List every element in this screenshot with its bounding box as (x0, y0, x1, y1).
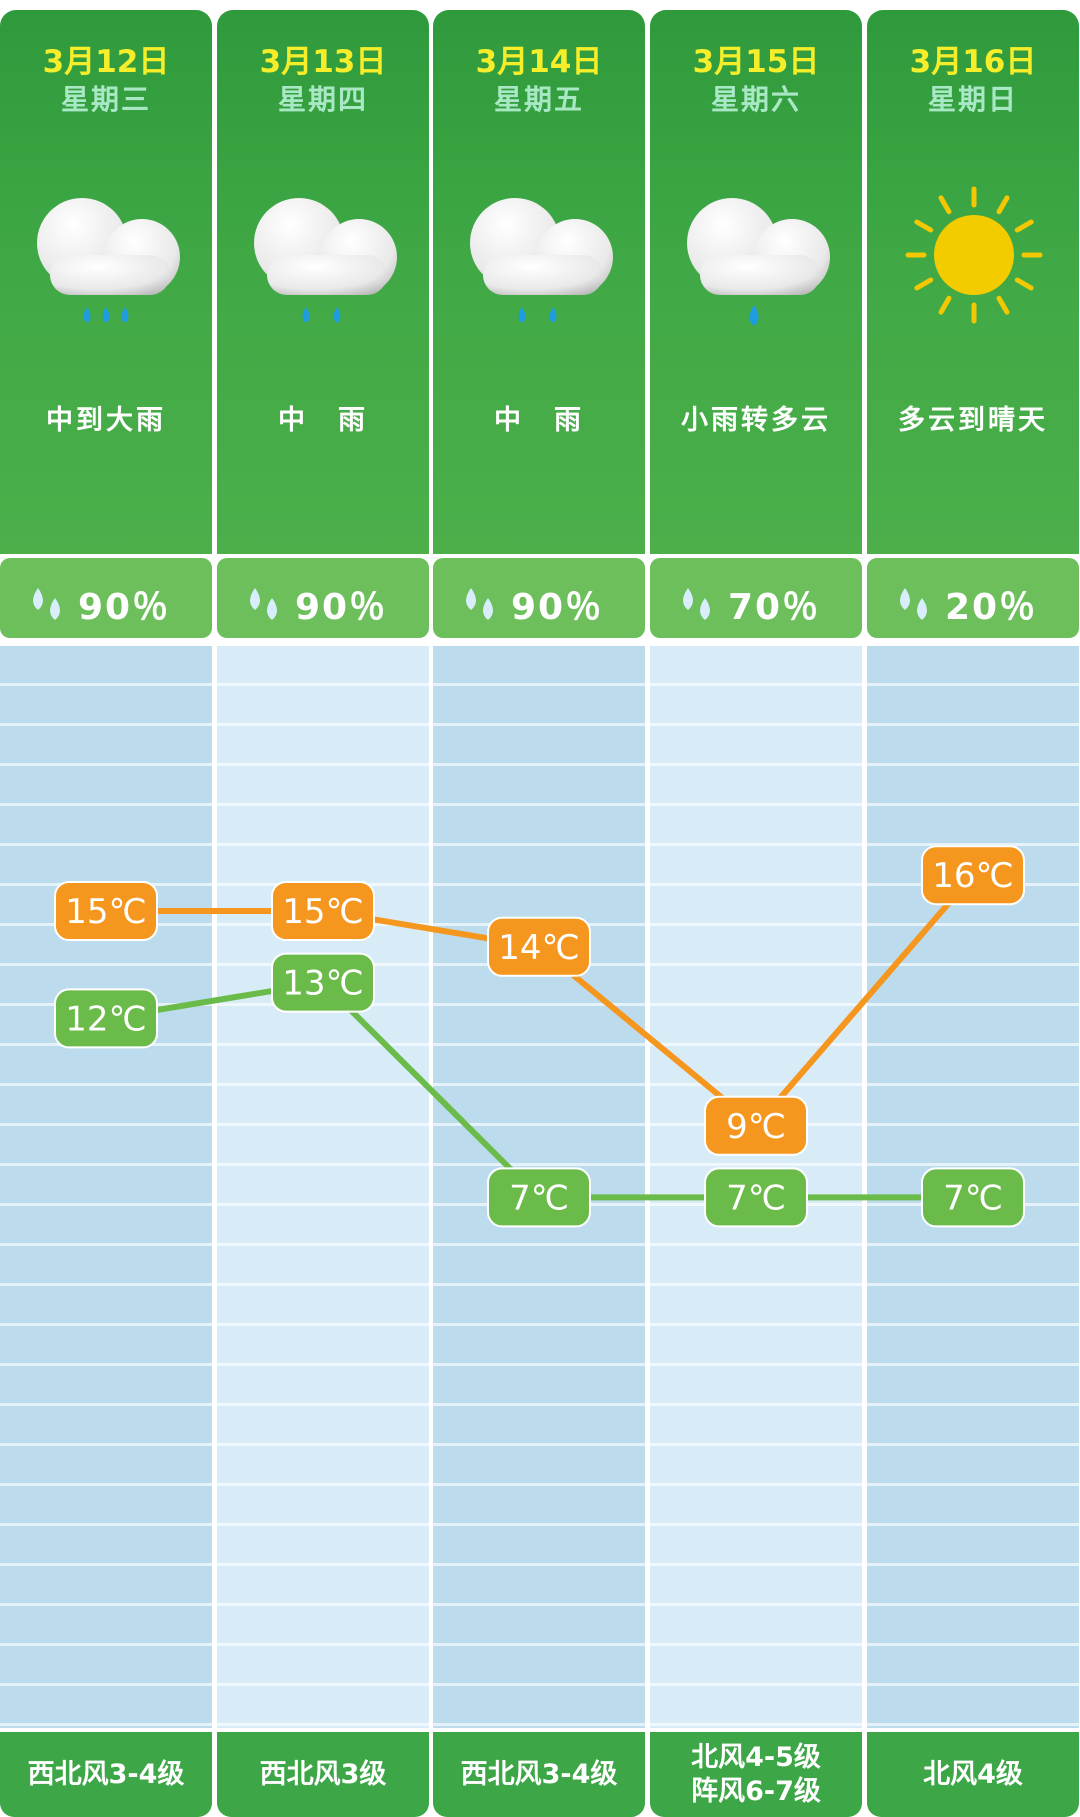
cloud-rain-icon (465, 185, 615, 325)
series-line-0 (106, 873, 976, 1129)
temperature-marker (54, 988, 158, 1049)
temperature-label: 15℃ (271, 881, 375, 941)
temperature-value: 7℃ (726, 1178, 786, 1218)
temperature-marker (704, 1167, 808, 1228)
temperature-label: 16℃ (921, 845, 1025, 906)
raindrops-icon (900, 588, 927, 620)
day-header: 3月15日 星期六 小雨转多云 (650, 10, 862, 554)
precipitation-box: 90％ (217, 558, 429, 638)
precipitation-value: 90％ (295, 587, 388, 628)
wind-text: 北风4-5级 阵风6-7级 (650, 1732, 862, 1817)
chart-column-background (0, 646, 212, 1728)
temperature-value: 9℃ (726, 1107, 786, 1147)
temperature-value: 13℃ (282, 964, 363, 1004)
temperature-label: 13℃ (271, 952, 375, 1013)
temperature-value: 16℃ (932, 856, 1013, 896)
weather-description: 小雨转多云 (681, 405, 831, 436)
temperature-label: 7℃ (487, 1167, 591, 1228)
day-header: 3月16日 星期日 多云到晴天 (867, 10, 1079, 554)
raindrops-icon (250, 588, 277, 620)
day-date: 3月12日 (42, 44, 170, 80)
wind-line: 北风4-5级 (691, 1741, 821, 1773)
day-date: 3月15日 (692, 44, 820, 80)
temperature-label: 7℃ (921, 1167, 1025, 1228)
day-header: 3月14日 星期五 中 雨 (433, 10, 645, 554)
precipitation-value: 90％ (511, 587, 604, 628)
temperature-value: 15℃ (65, 892, 146, 932)
cloud-light-rain-icon (682, 185, 832, 326)
precipitation-value: 20％ (945, 587, 1038, 628)
temperature-label: 9℃ (704, 1095, 808, 1156)
temperature-value: 12℃ (65, 999, 146, 1039)
cloud-rain-icon (249, 185, 399, 325)
wind-line: 西北风3-4级 (27, 1758, 185, 1790)
temperature-marker (54, 881, 158, 941)
raindrops-icon (466, 588, 493, 620)
temperature-marker (487, 916, 591, 977)
temperature-value: 14℃ (498, 928, 579, 968)
temperature-value: 15℃ (282, 892, 363, 932)
raindrops-icon (683, 588, 710, 620)
day-header: 3月12日 星期三 中到大雨 (0, 10, 212, 554)
temperature-marker (921, 1167, 1025, 1228)
day-date: 3月13日 (259, 44, 387, 80)
raindrops-icon (33, 588, 60, 620)
precipitation-value: 90％ (78, 587, 171, 628)
weather-description: 中 雨 (278, 405, 368, 436)
temperature-marker (271, 881, 375, 941)
wind-text: 西北风3-4级 (433, 1732, 645, 1817)
day-date: 3月14日 (475, 44, 603, 80)
day-weekday: 星期日 (927, 83, 1018, 116)
temperature-value: 7℃ (943, 1178, 1003, 1218)
wind-box: 北风4-5级 阵风6-7级 (650, 1732, 862, 1817)
day-weekday: 星期五 (493, 83, 584, 116)
wind-box: 西北风3-4级 (433, 1732, 645, 1817)
wind-text: 西北风3-4级 (0, 1732, 212, 1817)
day-weekday: 星期四 (277, 83, 368, 116)
wind-box: 西北风3-4级 (0, 1732, 212, 1817)
precipitation-value: 70％ (728, 587, 821, 628)
weather-description: 中 雨 (494, 405, 584, 436)
wind-text: 西北风3级 (217, 1732, 429, 1817)
wind-line: 西北风3-4级 (460, 1758, 618, 1790)
precipitation-box: 20％ (867, 558, 1079, 638)
precipitation-box: 90％ (0, 558, 212, 638)
chart-column-background (217, 646, 429, 1728)
temperature-label: 15℃ (54, 881, 158, 941)
temperature-label: 12℃ (54, 988, 158, 1049)
temperature-label: 7℃ (704, 1167, 808, 1228)
weather-description: 中到大雨 (46, 405, 166, 436)
wind-line: 阵风6-7级 (691, 1775, 821, 1807)
wind-line: 北风4级 (923, 1758, 1023, 1790)
wind-box: 西北风3级 (217, 1732, 429, 1817)
precipitation-box: 90％ (433, 558, 645, 638)
day-weekday: 星期六 (710, 83, 801, 116)
sun-icon (899, 185, 1049, 325)
wind-line: 西北风3级 (259, 1758, 387, 1790)
series-line-1 (105, 979, 973, 1201)
temperature-marker (487, 1167, 591, 1228)
temperature-value: 7℃ (509, 1178, 569, 1218)
precipitation-box: 70％ (650, 558, 862, 638)
wind-text: 北风4级 (867, 1732, 1079, 1817)
temperature-marker (704, 1095, 808, 1156)
cloud-heavy-rain-icon (32, 185, 182, 325)
day-date: 3月16日 (909, 44, 1037, 80)
temperature-label: 14℃ (487, 916, 591, 977)
day-header: 3月13日 星期四 中 雨 (217, 10, 429, 554)
temperature-marker (271, 952, 375, 1013)
temperature-marker (921, 845, 1025, 906)
wind-box: 北风4级 (867, 1732, 1079, 1817)
weather-description: 多云到晴天 (898, 405, 1048, 436)
day-weekday: 星期三 (60, 83, 151, 116)
